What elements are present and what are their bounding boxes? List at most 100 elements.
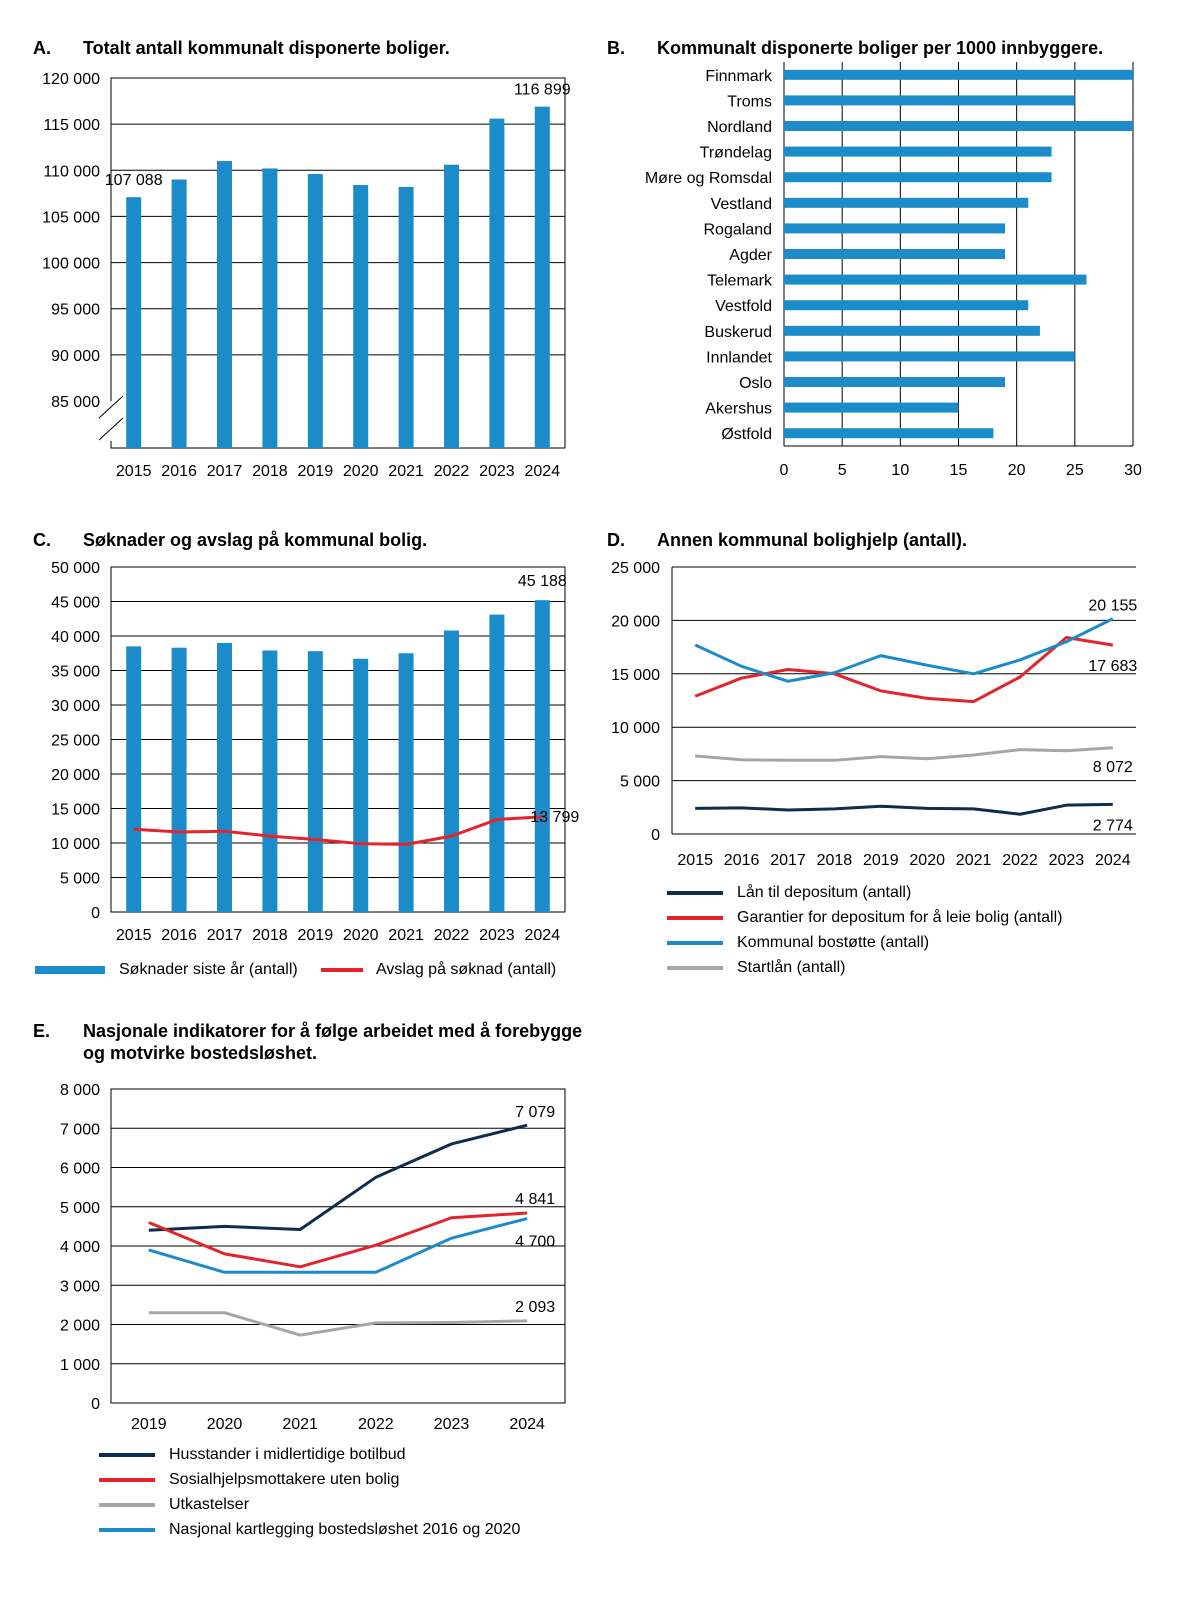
- panel-c-title: C. Søknader og avslag på kommunal bolig.: [33, 529, 593, 551]
- y-tick-label: 15 000: [51, 802, 100, 819]
- y-tick-label: 95 000: [51, 302, 100, 319]
- series-line: [148, 1217, 528, 1274]
- data-label: 20 155: [1088, 598, 1137, 615]
- category-label: Akershus: [705, 401, 772, 418]
- e-legend-swatch: [99, 1453, 155, 1457]
- x-tick-label: 2024: [1095, 852, 1131, 869]
- bar: [784, 428, 994, 439]
- e-legend-swatch: [99, 1503, 155, 1507]
- bar: [489, 614, 505, 912]
- x-tick-label: 0: [780, 462, 789, 479]
- d-legend-label: Garantier for depositum for å leie bolig…: [737, 909, 1063, 926]
- data-label: 4 700: [515, 1234, 555, 1251]
- panel-b-title: B. Kommunalt disponerte boliger per 1000…: [607, 37, 1187, 59]
- panel-e-indikatorer: E. Nasjonale indikatorer for å følge arb…: [0, 1000, 600, 1598]
- x-tick-label: 2015: [677, 852, 713, 869]
- bar: [398, 186, 414, 448]
- c-legend-swatch: [321, 968, 363, 972]
- x-tick-label: 2019: [863, 852, 899, 869]
- e-legend-label: Sosialhjelpsmottakere uten bolig: [169, 1471, 400, 1488]
- x-tick-label: 2019: [298, 463, 334, 480]
- category-label: Finnmark: [705, 68, 773, 85]
- y-tick-label: 6 000: [60, 1161, 100, 1178]
- d-legend-label: Startlån (antall): [737, 959, 846, 976]
- data-label: 45 188: [518, 573, 567, 590]
- category-label: Telemark: [707, 273, 773, 290]
- panel-c-letter: C.: [33, 530, 51, 550]
- e-legend-swatch: [99, 1478, 155, 1482]
- series-line: [694, 617, 1114, 683]
- x-tick-label: 2024: [525, 927, 561, 944]
- x-tick-label: 30: [1124, 462, 1142, 479]
- data-label: 107 088: [105, 172, 163, 189]
- panel-c-title-text: Søknader og avslag på kommunal bolig.: [83, 530, 428, 550]
- d-legend-swatch: [667, 941, 723, 945]
- panel-d-title: D. Annen kommunal bolighjelp (antall).: [607, 529, 1187, 551]
- bar: [398, 653, 414, 912]
- bar: [489, 118, 505, 448]
- chart-e-svg: 0 1 000 2 000 3 000 4 000 5 000 6 000 7 000 8 00…: [60, 1082, 566, 1433]
- y-tick-label: 0: [651, 827, 660, 844]
- d-legend-swatch: [667, 891, 723, 895]
- x-tick-label: 2024: [509, 1416, 545, 1433]
- y-tick-label: 115 000: [43, 117, 100, 134]
- x-tick-label: 10: [891, 462, 909, 479]
- bar: [784, 146, 1052, 157]
- category-label: Nordland: [707, 119, 772, 136]
- y-tick-label: 85 000: [51, 394, 100, 411]
- d-legend-swatch: [667, 966, 723, 970]
- y-tick-label: 15 000: [611, 667, 660, 684]
- e-legend-label: Husstander i midlertidige botilbud: [169, 1446, 406, 1463]
- series-line: [148, 1211, 528, 1269]
- c-legend: Søknader siste år (antall) Avslag på søkn…: [35, 957, 595, 982]
- y-tick-label: 90 000: [51, 348, 100, 365]
- bar: [534, 106, 550, 448]
- category-label: Vestland: [711, 196, 772, 213]
- category-label: Innlandet: [706, 349, 772, 366]
- x-tick-label: 2021: [388, 927, 424, 944]
- y-tick-label: 10 000: [51, 836, 100, 853]
- x-tick-label: 5: [838, 462, 847, 479]
- y-tick-label: 3 000: [60, 1278, 100, 1295]
- bar: [307, 651, 323, 912]
- bar: [217, 161, 232, 449]
- axis-break-gap: [106, 401, 116, 441]
- y-tick-label: 25 000: [51, 733, 100, 750]
- series-line: [148, 1311, 528, 1337]
- panel-d-title-text: Annen kommunal bolighjelp (antall).: [657, 530, 968, 550]
- axis-break-mark: [98, 395, 124, 419]
- data-label: 17 683: [1088, 658, 1137, 675]
- x-tick-label: 2017: [770, 852, 806, 869]
- bar: [171, 647, 187, 912]
- panel-e-title-line2: og motvirke bostedsløshet.: [83, 1043, 318, 1063]
- y-tick-label: 25 000: [611, 560, 660, 577]
- y-tick-label: 50 000: [51, 560, 100, 577]
- bar: [534, 600, 550, 912]
- x-tick-label: 2022: [434, 463, 470, 480]
- panel-e-letter: E.: [33, 1021, 51, 1041]
- category-label: Buskerud: [704, 324, 772, 341]
- x-tick-label: 2016: [724, 852, 760, 869]
- bar: [444, 164, 459, 448]
- category-label: Oslo: [739, 375, 772, 392]
- y-tick-label: 105 000: [42, 209, 100, 226]
- c-legend-label: Søknader siste år (antall): [119, 961, 298, 978]
- x-tick-label: 2022: [434, 927, 470, 944]
- y-tick-label: 45 000: [51, 595, 100, 612]
- panel-a-title-text: Totalt antall kommunalt disponerte bolig…: [83, 38, 450, 58]
- y-tick-label: 1 000: [60, 1357, 100, 1374]
- panel-b-title-text: Kommunalt disponerte boliger per 1000 in…: [657, 38, 1104, 58]
- panel-d-letter: D.: [607, 530, 625, 550]
- bar: [784, 95, 1075, 106]
- y-tick-label: 30 000: [51, 698, 100, 715]
- x-tick-label: 2017: [207, 927, 243, 944]
- x-tick-label: 2022: [358, 1416, 394, 1433]
- data-label: 13 799: [530, 809, 579, 826]
- bar: [784, 377, 1006, 387]
- x-tick-label: 15: [950, 462, 968, 479]
- bar: [262, 168, 278, 448]
- chart-b-svg: 0 5 10 15 20 25 30 Finnmark Troms Nordland Trøndel…: [645, 62, 1142, 479]
- c-legend-swatch: [35, 966, 105, 974]
- bar: [784, 402, 959, 413]
- x-tick-label: 2023: [1049, 852, 1085, 869]
